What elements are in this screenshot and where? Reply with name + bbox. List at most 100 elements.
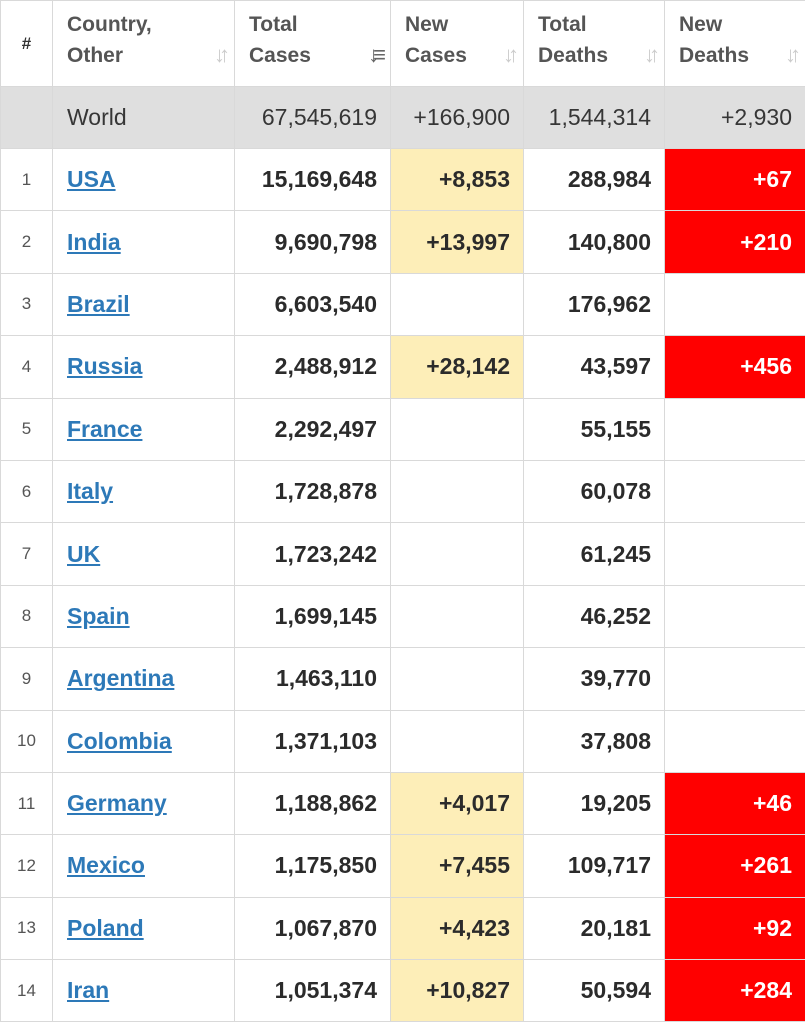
row-country-cell: Argentina	[52, 647, 235, 711]
table-row: 10 Colombia 1,371,103 37,808	[0, 709, 805, 773]
world-new-cases: +166,900	[390, 86, 524, 149]
row-new-deaths	[664, 397, 805, 461]
table-row: 7 UK 1,723,242 61,245	[0, 522, 805, 586]
table-row: 6 Italy 1,728,878 60,078	[0, 459, 805, 524]
row-country-cell: Poland	[52, 896, 235, 961]
sort-arrows-icon[interactable]: ↓↑	[785, 42, 801, 67]
sort-arrows-icon[interactable]: ↓↑	[214, 42, 230, 67]
header-total-cases-label: Total Cases	[249, 13, 311, 67]
row-rank: 2	[0, 210, 53, 274]
world-total-row: World 67,545,619 +166,900 1,544,314 +2,9…	[0, 86, 805, 149]
country-link[interactable]: Russia	[67, 353, 143, 380]
row-total-deaths: 37,808	[523, 709, 665, 773]
row-country-cell: USA	[52, 147, 235, 212]
header-new-deaths[interactable]: New Deaths ↓↑	[664, 0, 805, 87]
header-total-deaths-label: Total Deaths	[538, 13, 609, 67]
country-link[interactable]: Germany	[67, 790, 167, 817]
row-total-deaths: 140,800	[523, 210, 665, 274]
country-link[interactable]: Brazil	[67, 290, 130, 317]
row-total-deaths: 39,770	[523, 647, 665, 711]
table-row: 1 USA 15,169,648 +8,853 288,984 +67	[0, 147, 805, 212]
row-new-cases	[390, 709, 524, 773]
header-rank-label: #	[21, 34, 32, 53]
row-new-deaths: +456	[664, 335, 805, 399]
row-rank: 11	[0, 771, 53, 836]
row-country-cell: Colombia	[52, 709, 235, 773]
table-row: 3 Brazil 6,603,540 176,962	[0, 272, 805, 337]
row-total-cases: 2,488,912	[234, 335, 391, 399]
row-country-cell: Mexico	[52, 834, 235, 898]
row-total-deaths: 46,252	[523, 584, 665, 649]
row-new-cases	[390, 522, 524, 586]
row-total-deaths: 61,245	[523, 522, 665, 586]
sort-arrows-icon[interactable]: ↓↑	[644, 42, 660, 67]
header-total-cases[interactable]: Total Cases ↓≡	[234, 0, 391, 87]
header-total-deaths[interactable]: Total Deaths ↓↑	[523, 0, 665, 87]
row-new-cases	[390, 397, 524, 461]
world-new-deaths: +2,930	[664, 86, 805, 149]
header-new-deaths-label: New Deaths	[679, 13, 750, 67]
row-new-deaths	[664, 459, 805, 524]
row-total-deaths: 20,181	[523, 896, 665, 961]
row-new-cases	[390, 459, 524, 524]
header-country-label: Country, Other	[67, 13, 152, 67]
table-row: 9 Argentina 1,463,110 39,770	[0, 647, 805, 711]
row-total-deaths: 50,594	[523, 959, 665, 1023]
row-rank: 7	[0, 522, 53, 586]
country-link[interactable]: USA	[67, 166, 116, 193]
row-new-cases: +28,142	[390, 335, 524, 399]
row-total-deaths: 176,962	[523, 272, 665, 337]
country-link[interactable]: Iran	[67, 977, 110, 1004]
country-link[interactable]: Argentina	[67, 665, 175, 692]
row-new-deaths	[664, 584, 805, 649]
country-link[interactable]: Spain	[67, 602, 130, 629]
row-new-deaths: +46	[664, 771, 805, 836]
country-link[interactable]: India	[67, 228, 121, 255]
row-total-cases: 1,175,850	[234, 834, 391, 898]
country-link[interactable]: France	[67, 415, 143, 442]
row-rank: 3	[0, 272, 53, 337]
row-country-cell: Germany	[52, 771, 235, 836]
row-new-deaths	[664, 709, 805, 773]
sort-arrows-icon[interactable]: ↓↑	[503, 42, 519, 67]
row-new-cases	[390, 647, 524, 711]
row-new-cases	[390, 272, 524, 337]
world-label: World	[52, 86, 235, 149]
country-link[interactable]: Poland	[67, 914, 144, 941]
header-country[interactable]: Country, Other ↓↑	[52, 0, 235, 87]
table-row: 12 Mexico 1,175,850 +7,455 109,717 +261	[0, 834, 805, 898]
row-total-cases: 1,463,110	[234, 647, 391, 711]
sort-descending-icon[interactable]: ↓≡	[368, 42, 386, 67]
row-new-cases: +10,827	[390, 959, 524, 1023]
country-link[interactable]: Italy	[67, 478, 114, 505]
row-country-cell: France	[52, 397, 235, 461]
row-total-cases: 1,371,103	[234, 709, 391, 773]
table-row: 14 Iran 1,051,374 +10,827 50,594 +284	[0, 959, 805, 1023]
row-new-cases: +4,017	[390, 771, 524, 836]
row-rank: 13	[0, 896, 53, 961]
row-total-cases: 6,603,540	[234, 272, 391, 337]
row-new-cases	[390, 584, 524, 649]
header-rank[interactable]: #	[0, 0, 53, 87]
row-new-deaths: +261	[664, 834, 805, 898]
row-total-cases: 1,699,145	[234, 584, 391, 649]
country-link[interactable]: UK	[67, 540, 101, 567]
row-rank: 8	[0, 584, 53, 649]
world-rank	[0, 86, 53, 149]
row-total-deaths: 60,078	[523, 459, 665, 524]
row-total-deaths: 288,984	[523, 147, 665, 212]
row-country-cell: Russia	[52, 335, 235, 399]
row-rank: 5	[0, 397, 53, 461]
row-country-cell: Spain	[52, 584, 235, 649]
row-new-deaths	[664, 272, 805, 337]
country-link[interactable]: Mexico	[67, 852, 145, 879]
row-total-deaths: 109,717	[523, 834, 665, 898]
header-new-cases[interactable]: New Cases ↓↑	[390, 0, 524, 87]
row-rank: 12	[0, 834, 53, 898]
table-row: 8 Spain 1,699,145 46,252	[0, 584, 805, 649]
country-link[interactable]: Colombia	[67, 727, 172, 754]
row-rank: 1	[0, 147, 53, 212]
row-country-cell: India	[52, 210, 235, 274]
table-row: 2 India 9,690,798 +13,997 140,800 +210	[0, 210, 805, 274]
